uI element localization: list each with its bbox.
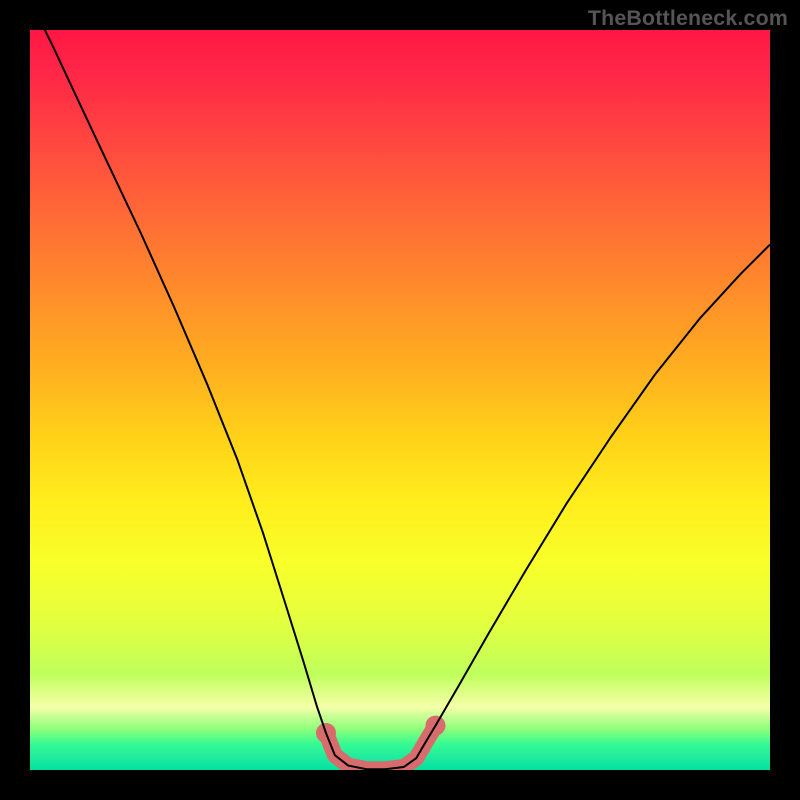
chart-svg xyxy=(0,0,800,800)
plot-background xyxy=(30,30,770,770)
chart-frame: TheBottleneck.com xyxy=(0,0,800,800)
watermark-text: TheBottleneck.com xyxy=(588,6,788,31)
